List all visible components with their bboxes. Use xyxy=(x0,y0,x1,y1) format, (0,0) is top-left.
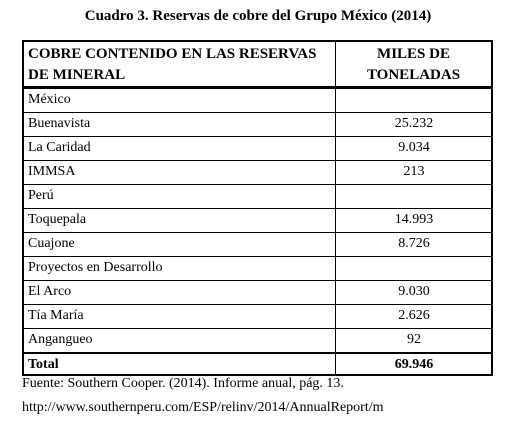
table-row: Cuajone 8.726 xyxy=(24,232,491,256)
row-value: 92 xyxy=(407,332,421,347)
column-header: COBRE CONTENIDO EN LAS RESERVAS DE MINER… xyxy=(28,46,317,83)
table-row: El Arco 9.030 xyxy=(24,280,491,304)
row-label: Cuajone xyxy=(28,236,75,251)
header-cell: MILES DE TONELADAS xyxy=(336,42,491,88)
row-value: 8.726 xyxy=(398,236,430,251)
column-header: MILES DE TONELADAS xyxy=(366,46,461,83)
table-row: IMMSA 213 xyxy=(24,160,491,184)
row-label: Angangueo xyxy=(28,332,93,347)
row-label: Perú xyxy=(28,188,54,203)
table-row: Toquepala 14.993 xyxy=(24,208,491,232)
table-row: Tía María 2.626 xyxy=(24,304,491,328)
table-title: Cuadro 3. Reservas de cobre del Grupo Mé… xyxy=(84,8,432,24)
table-row: Perú xyxy=(24,184,491,208)
row-label: México xyxy=(28,92,71,107)
row-value: 2.626 xyxy=(398,308,430,323)
row-label: Proyectos en Desarrollo xyxy=(28,260,163,275)
row-value: 9.034 xyxy=(398,140,430,155)
row-label: Tía María xyxy=(28,308,84,323)
table-row: México xyxy=(24,88,491,112)
total-row: Total 69.946 xyxy=(24,352,491,376)
row-value: 69.946 xyxy=(394,357,434,372)
row-label: El Arco xyxy=(28,284,72,299)
header-cell: COBRE CONTENIDO EN LAS RESERVAS DE MINER… xyxy=(24,42,335,88)
row-value: 14.993 xyxy=(394,212,434,227)
table-row: Angangueo 92 xyxy=(24,328,491,352)
row-value: 9.030 xyxy=(398,284,430,299)
source-note: Fuente: Southern Cooper. (2014). Informe… xyxy=(22,376,344,391)
row-label: La Caridad xyxy=(28,140,91,155)
row-label: Toquepala xyxy=(28,212,87,227)
table-row: La Caridad 9.034 xyxy=(24,136,491,160)
row-label: IMMSA xyxy=(28,164,76,179)
table: COBRE CONTENIDO EN LAS RESERVAS DE MINER… xyxy=(22,40,493,376)
table-row: Proyectos en Desarrollo xyxy=(24,256,491,280)
source-url: http://www.southernperu.com/ESP/relinv/2… xyxy=(22,400,384,415)
row-value: 25.232 xyxy=(394,116,434,131)
row-value: 213 xyxy=(403,164,425,179)
table-row: Buenavista 25.232 xyxy=(24,112,491,136)
row-label: Total xyxy=(28,357,59,372)
row-label: Buenavista xyxy=(28,116,91,131)
